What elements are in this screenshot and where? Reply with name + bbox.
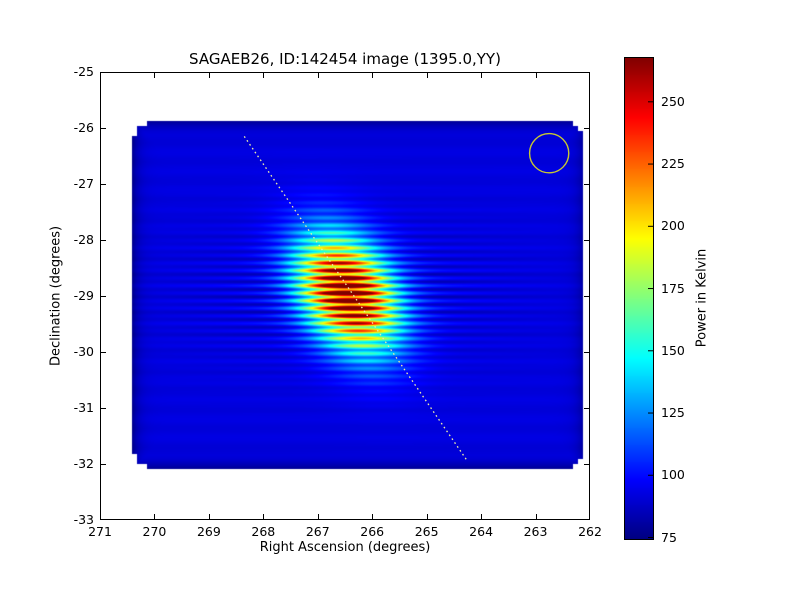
plot-title: SAGAEB26, ID:142454 image (1395.0,YY) (189, 50, 501, 68)
colorbar-tick-label: 250 (661, 93, 685, 109)
colorbar-tick-label: 100 (661, 467, 685, 483)
y-axis-label: Declination (degrees) (48, 225, 64, 367)
colorbar (624, 57, 654, 540)
y-tick-label: -25 (73, 64, 94, 79)
x-tick-label: 265 (414, 524, 439, 539)
colorbar-tick-label: 150 (661, 342, 685, 358)
colorbar-tick-label: 200 (661, 218, 685, 234)
y-tick-label: -26 (73, 120, 94, 135)
x-tick-label: 271 (88, 524, 112, 539)
colorbar-tick-label: 75 (661, 529, 677, 545)
annotation-circle (528, 132, 570, 174)
y-tick-label: -31 (73, 400, 94, 415)
colorbar-canvas (624, 57, 654, 540)
plot-area (100, 72, 590, 520)
y-tick-label: -32 (73, 456, 94, 471)
x-tick-label: 263 (523, 524, 548, 539)
x-tick-label: 269 (196, 524, 221, 539)
colorbar-overlay (624, 57, 654, 540)
x-tick-label: 268 (251, 524, 276, 539)
heatmap-canvas (100, 72, 590, 520)
plot-overlay (100, 72, 590, 520)
axes-frame (100, 72, 590, 520)
scan-track-dotted-line (243, 136, 469, 462)
colorbar-tick-label: 125 (661, 405, 685, 421)
x-tick-label: 266 (360, 524, 385, 539)
colorbar-frame (624, 57, 654, 540)
colorbar-tick-label: 175 (661, 280, 685, 296)
x-tick-label: 264 (469, 524, 494, 539)
y-tick-label: -29 (73, 288, 94, 303)
colorbar-tick-label: 225 (661, 156, 685, 172)
x-axis-label: Right Ascension (degrees) (259, 540, 431, 555)
x-tick-label: 270 (142, 524, 167, 539)
colorbar-label: Power in Kelvin (694, 248, 710, 348)
y-tick-label: -28 (73, 232, 94, 247)
y-tick-label: -33 (73, 512, 94, 527)
x-tick-label: 262 (578, 524, 602, 539)
x-tick-label: 267 (305, 524, 330, 539)
y-tick-label: -30 (73, 344, 94, 359)
y-tick-label: -27 (73, 176, 94, 191)
